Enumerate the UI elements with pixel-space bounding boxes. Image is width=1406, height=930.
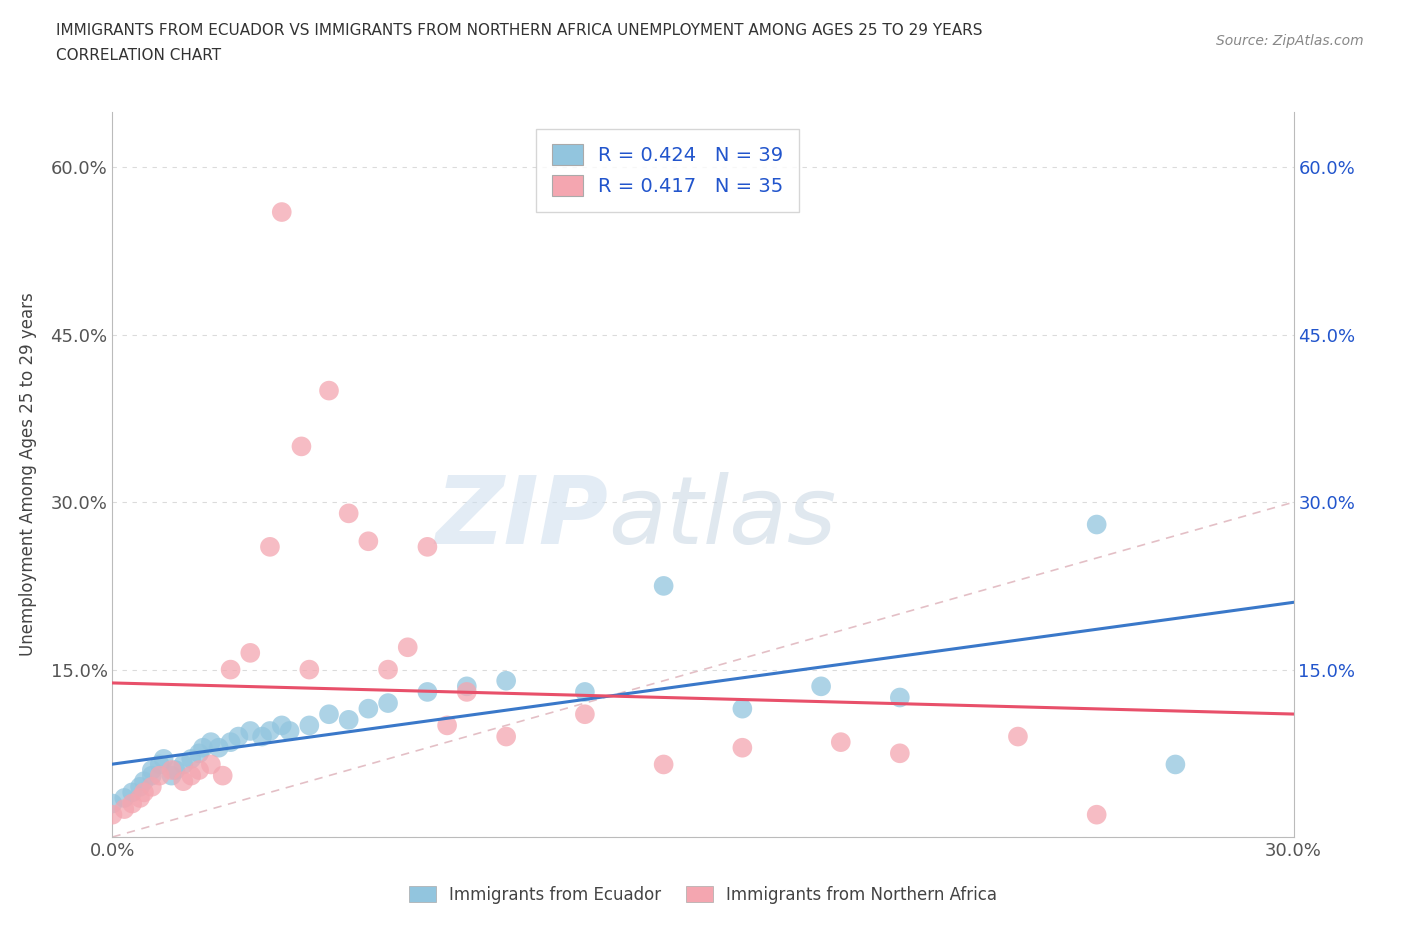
Point <box>141 763 163 777</box>
Point <box>101 807 124 822</box>
Point <box>188 763 211 777</box>
Point <box>318 383 340 398</box>
Point <box>141 779 163 794</box>
Point <box>141 768 163 783</box>
Point <box>129 779 152 794</box>
Point <box>290 439 312 454</box>
Point <box>270 205 292 219</box>
Point <box>574 684 596 699</box>
Point <box>200 757 222 772</box>
Point <box>574 707 596 722</box>
Point <box>278 724 301 738</box>
Point <box>172 757 194 772</box>
Point <box>357 534 380 549</box>
Point <box>731 740 754 755</box>
Point <box>259 539 281 554</box>
Point <box>129 790 152 805</box>
Text: ZIP: ZIP <box>436 472 609 564</box>
Point <box>1085 517 1108 532</box>
Point <box>160 763 183 777</box>
Point <box>259 724 281 738</box>
Point <box>172 774 194 789</box>
Point <box>149 757 172 772</box>
Point <box>889 746 911 761</box>
Point <box>270 718 292 733</box>
Y-axis label: Unemployment Among Ages 25 to 29 years: Unemployment Among Ages 25 to 29 years <box>18 292 37 657</box>
Point <box>239 724 262 738</box>
Point <box>180 768 202 783</box>
Point <box>377 696 399 711</box>
Point <box>731 701 754 716</box>
Point <box>889 690 911 705</box>
Point <box>160 768 183 783</box>
Point <box>318 707 340 722</box>
Point <box>121 785 143 800</box>
Point <box>132 774 155 789</box>
Point <box>101 796 124 811</box>
Point <box>495 673 517 688</box>
Point <box>132 785 155 800</box>
Point <box>112 802 135 817</box>
Point <box>416 539 439 554</box>
Text: CORRELATION CHART: CORRELATION CHART <box>56 48 221 63</box>
Point <box>298 662 321 677</box>
Point <box>239 645 262 660</box>
Point <box>121 796 143 811</box>
Point <box>191 740 214 755</box>
Point <box>830 735 852 750</box>
Point <box>1164 757 1187 772</box>
Point <box>652 578 675 593</box>
Point <box>112 790 135 805</box>
Point <box>652 757 675 772</box>
Point <box>208 740 231 755</box>
Point <box>337 712 360 727</box>
Point <box>188 746 211 761</box>
Point <box>219 735 242 750</box>
Point <box>337 506 360 521</box>
Text: Source: ZipAtlas.com: Source: ZipAtlas.com <box>1216 34 1364 48</box>
Point <box>211 768 233 783</box>
Text: IMMIGRANTS FROM ECUADOR VS IMMIGRANTS FROM NORTHERN AFRICA UNEMPLOYMENT AMONG AG: IMMIGRANTS FROM ECUADOR VS IMMIGRANTS FR… <box>56 23 983 38</box>
Text: atlas: atlas <box>609 472 837 564</box>
Point <box>495 729 517 744</box>
Point <box>810 679 832 694</box>
Point <box>200 735 222 750</box>
Point <box>1007 729 1029 744</box>
Point <box>456 684 478 699</box>
Point <box>152 751 174 766</box>
Point <box>149 768 172 783</box>
Legend: Immigrants from Ecuador, Immigrants from Northern Africa: Immigrants from Ecuador, Immigrants from… <box>401 877 1005 912</box>
Point <box>396 640 419 655</box>
Point <box>165 763 187 777</box>
Point <box>228 729 250 744</box>
Point <box>357 701 380 716</box>
Point <box>250 729 273 744</box>
Point <box>456 679 478 694</box>
Point <box>180 751 202 766</box>
Point <box>298 718 321 733</box>
Point <box>219 662 242 677</box>
Point <box>1085 807 1108 822</box>
Point <box>436 718 458 733</box>
Point <box>377 662 399 677</box>
Point <box>416 684 439 699</box>
